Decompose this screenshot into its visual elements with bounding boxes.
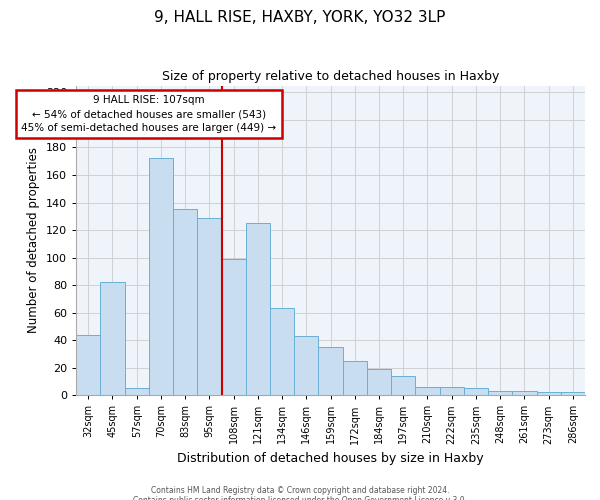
Text: Contains HM Land Registry data © Crown copyright and database right 2024.: Contains HM Land Registry data © Crown c…: [151, 486, 449, 495]
Bar: [319, 347, 343, 395]
Bar: [270, 308, 294, 395]
Bar: [464, 388, 488, 395]
Bar: [536, 392, 561, 395]
Bar: [173, 210, 197, 395]
Text: 9 HALL RISE: 107sqm
← 54% of detached houses are smaller (543)
45% of semi-detac: 9 HALL RISE: 107sqm ← 54% of detached ho…: [21, 95, 277, 133]
Y-axis label: Number of detached properties: Number of detached properties: [28, 148, 40, 334]
Bar: [440, 387, 464, 395]
Bar: [100, 282, 125, 395]
Text: 9, HALL RISE, HAXBY, YORK, YO32 3LP: 9, HALL RISE, HAXBY, YORK, YO32 3LP: [154, 10, 446, 25]
Bar: [343, 360, 367, 395]
Bar: [294, 336, 319, 395]
Bar: [76, 334, 100, 395]
Title: Size of property relative to detached houses in Haxby: Size of property relative to detached ho…: [162, 70, 499, 83]
Bar: [488, 391, 512, 395]
Bar: [415, 387, 440, 395]
Bar: [561, 392, 585, 395]
Bar: [221, 259, 246, 395]
Bar: [367, 369, 391, 395]
Bar: [125, 388, 149, 395]
Bar: [512, 391, 536, 395]
Text: Contains public sector information licensed under the Open Government Licence v : Contains public sector information licen…: [133, 496, 467, 500]
Bar: [246, 223, 270, 395]
Bar: [391, 376, 415, 395]
X-axis label: Distribution of detached houses by size in Haxby: Distribution of detached houses by size …: [177, 452, 484, 465]
Bar: [149, 158, 173, 395]
Bar: [197, 218, 221, 395]
